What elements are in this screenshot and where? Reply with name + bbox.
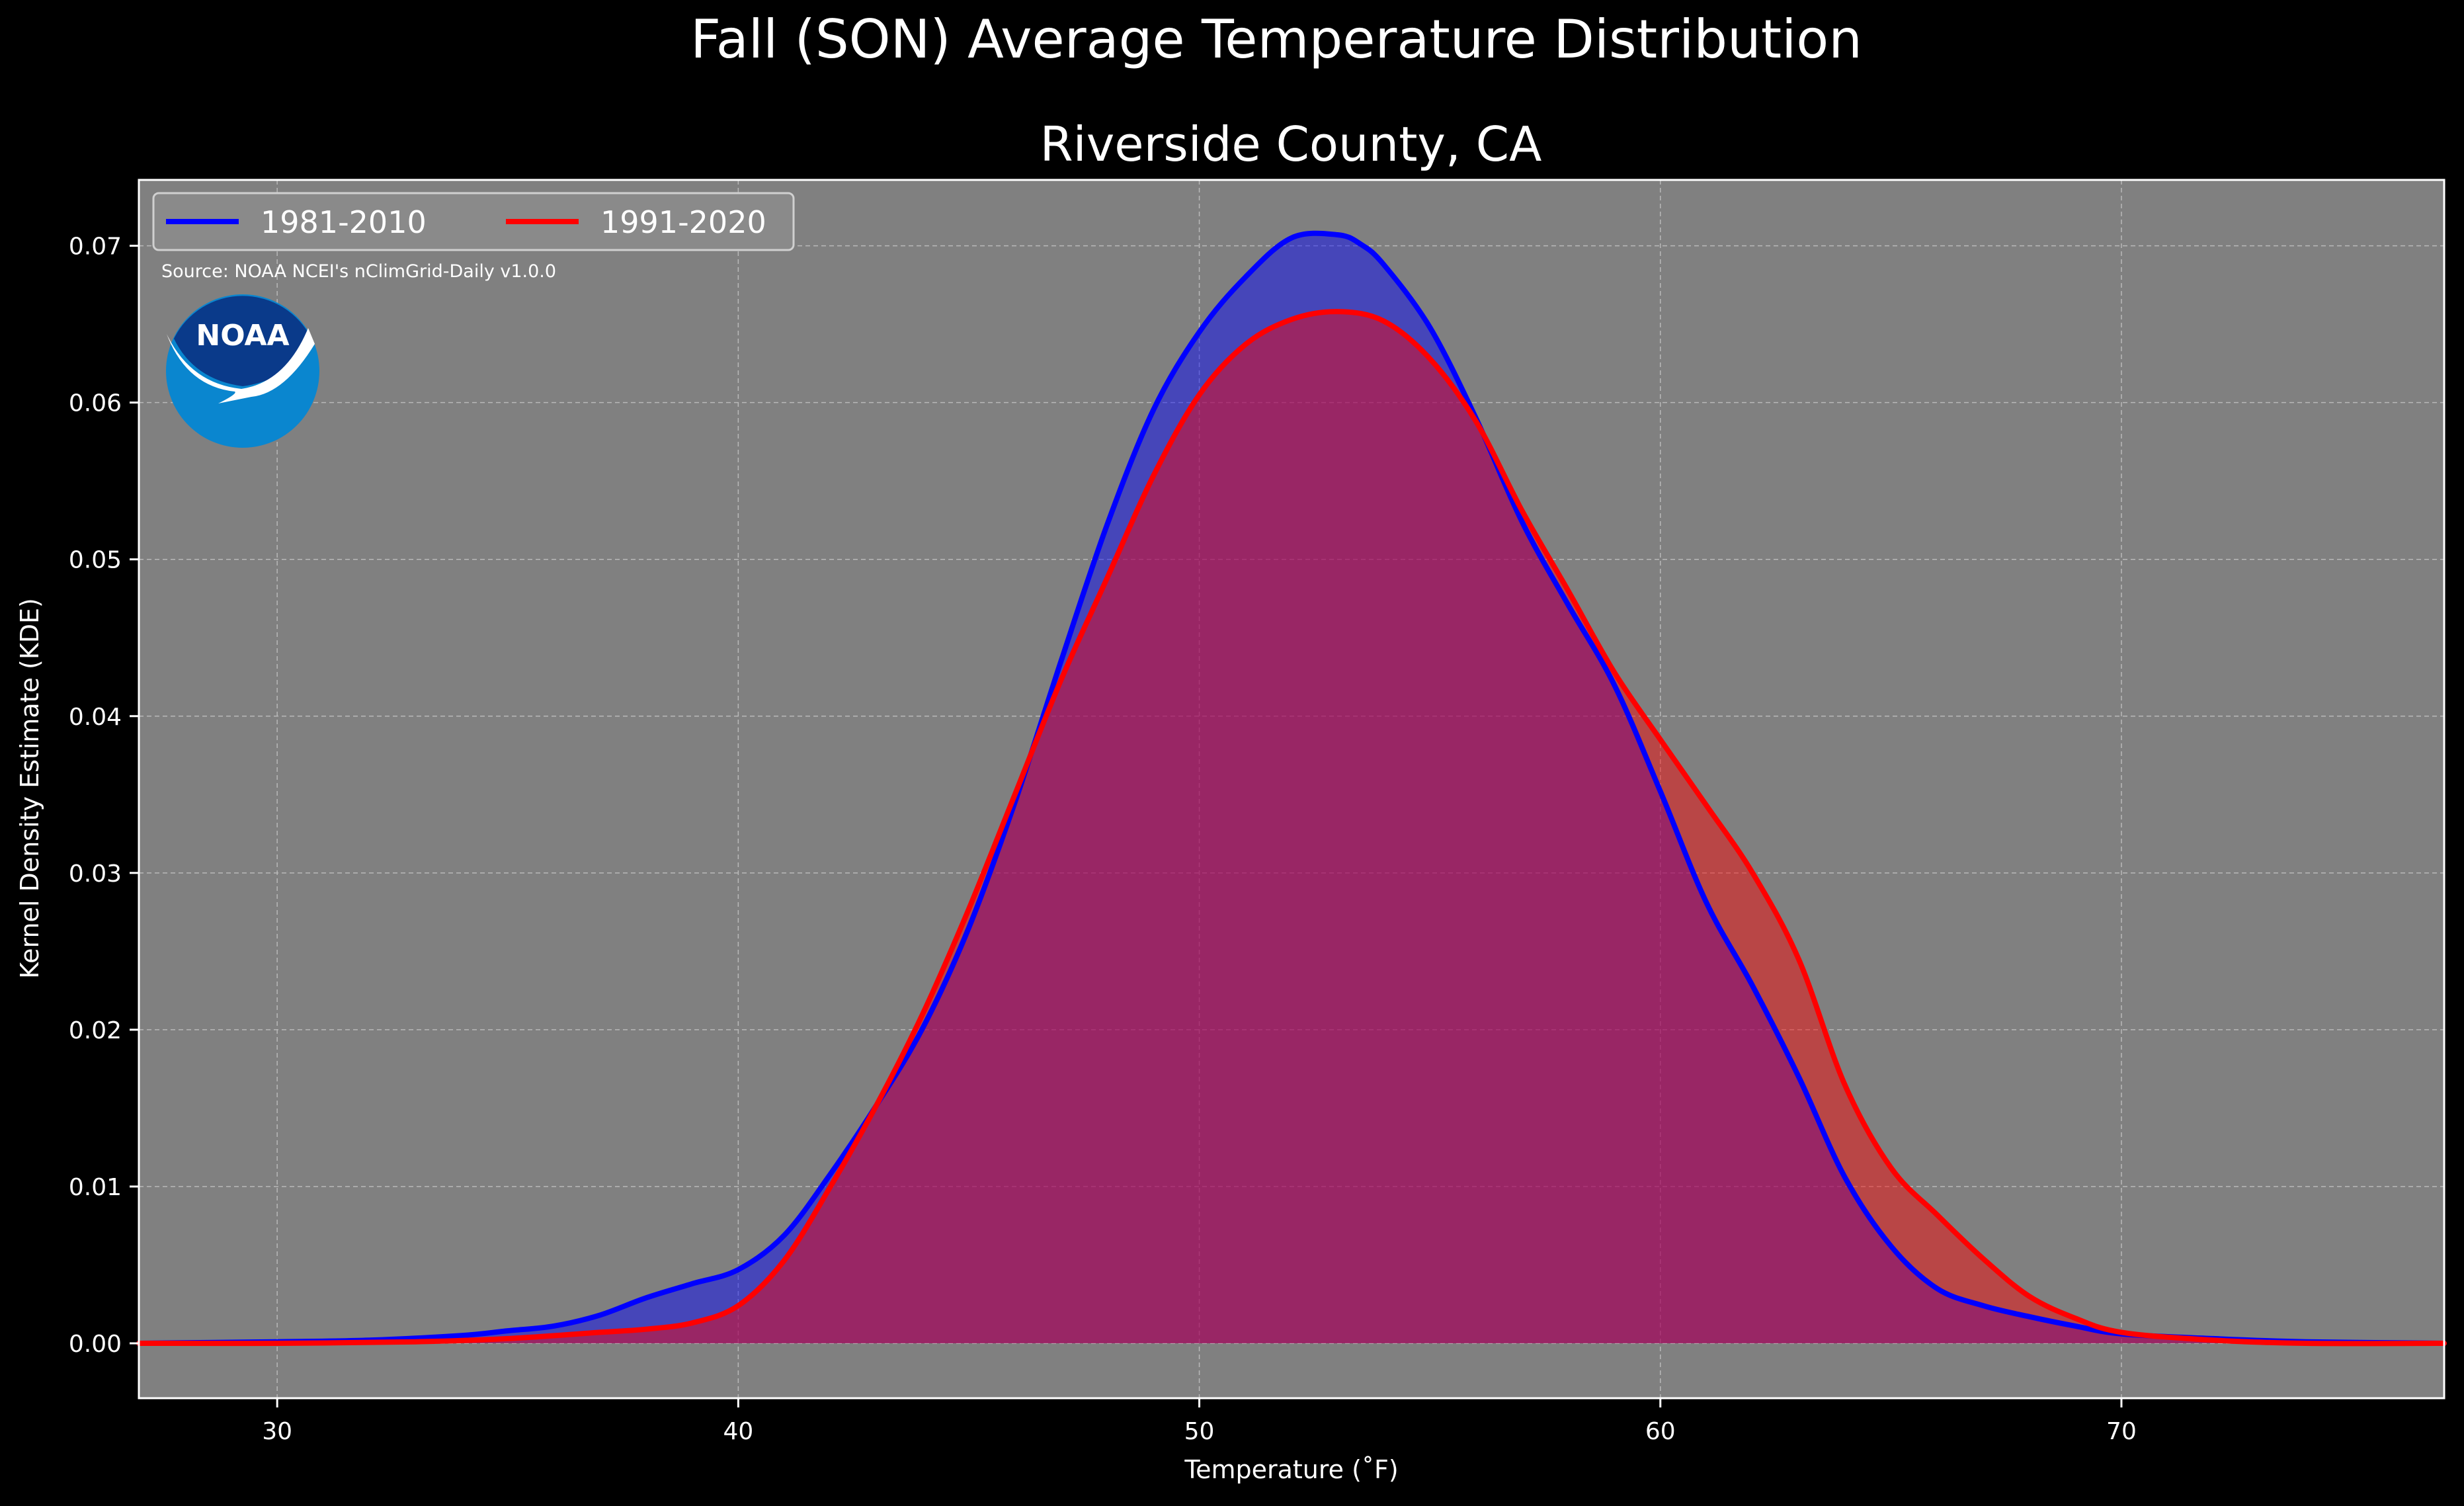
x-axis-label: Temperature (˚F) — [1184, 1455, 1398, 1484]
series-line-1991-2020 — [136, 309, 2447, 1347]
series-fill-1991-2020 — [139, 312, 2444, 1344]
x-axis-ticks: 30 40 50 60 70 — [262, 1398, 2137, 1445]
y-tick-label: 0.01 — [69, 1174, 122, 1201]
noaa-logo: NOAA — [166, 294, 319, 448]
noaa-logo-text: NOAA — [196, 319, 289, 353]
y-tick-label: 0.03 — [69, 860, 122, 888]
y-tick-label: 0.07 — [69, 233, 122, 261]
legend: 1981-2010 1991-2020 — [152, 192, 795, 251]
plot-area — [139, 180, 2444, 1398]
source-note: Source: NOAA NCEI's nClimGrid-Daily v1.0… — [161, 261, 556, 282]
y-tick-label: 0.06 — [69, 390, 122, 417]
series-fill-1981-2010 — [139, 233, 2444, 1343]
x-tick-label: 70 — [2106, 1418, 2137, 1445]
y-tick-label: 0.02 — [69, 1017, 122, 1044]
plot-frame — [138, 179, 2445, 1400]
series-fills — [139, 233, 2444, 1344]
series-lines — [136, 230, 2447, 1347]
x-tick-label: 30 — [262, 1418, 292, 1445]
chart-subtitle: Riverside County, CA — [1040, 116, 1542, 172]
y-axis-label: Kernel Density Estimate (KDE) — [15, 598, 44, 979]
x-tick-label: 50 — [1184, 1418, 1215, 1445]
y-tick-label: 0.04 — [69, 704, 122, 731]
y-tick-label: 0.00 — [69, 1331, 122, 1358]
x-tick-label: 40 — [723, 1418, 753, 1445]
noaa-logo-top — [174, 296, 311, 386]
y-axis-ticks: 0.00 0.01 0.02 0.03 0.04 0.05 0.06 0.07 — [69, 233, 139, 1358]
legend-label-1981-2010: 1981-2010 — [261, 204, 427, 240]
x-tick-label: 60 — [1645, 1418, 1676, 1445]
legend-box — [152, 192, 795, 251]
noaa-logo-bird-icon — [167, 328, 315, 403]
chart-title: Fall (SON) Average Temperature Distribut… — [690, 9, 1862, 70]
series-line-1981-2010 — [136, 230, 2447, 1346]
legend-label-1991-2020: 1991-2020 — [600, 204, 766, 240]
y-tick-label: 0.05 — [69, 547, 122, 574]
